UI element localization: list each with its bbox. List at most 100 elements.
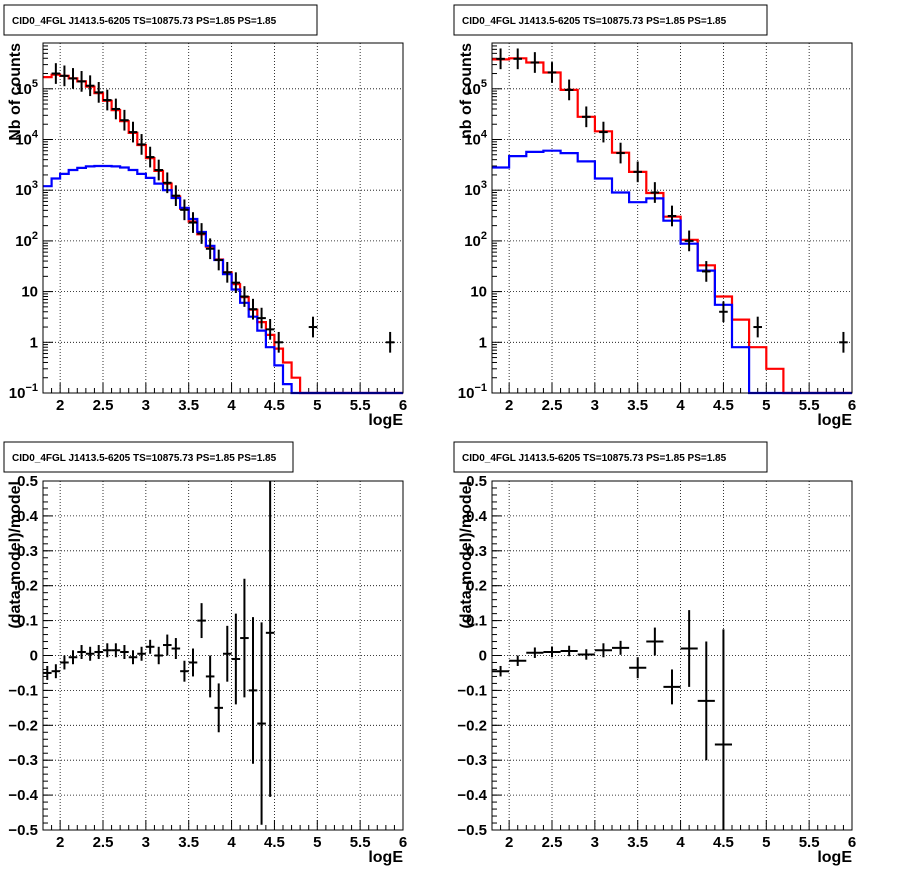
x-tick-label: 5.5 xyxy=(350,397,371,414)
y-tick-label: 103 xyxy=(15,179,38,199)
x-tick-label: 4.5 xyxy=(264,397,285,414)
data-point xyxy=(616,142,625,164)
data-point xyxy=(197,603,206,639)
y-tick-labels: 10−1 1 10 102 103 104 105 xyxy=(9,78,39,402)
data-point xyxy=(509,655,527,666)
panel-title: CID0_4FGL J1413.5-6205 TS=10875.73 PS=1.… xyxy=(462,16,727,27)
data-point xyxy=(154,159,163,181)
panel-title: CID0_4FGL J1413.5-6205 TS=10875.73 PS=1.… xyxy=(462,453,727,464)
title-box xyxy=(453,4,768,36)
y-tick-label: 105 xyxy=(464,78,487,98)
model-source-step-blue xyxy=(492,149,852,395)
data-point xyxy=(120,645,129,659)
x-tick-label: 3 xyxy=(591,397,599,414)
x-tick-label: 5 xyxy=(762,397,770,414)
plot-frame xyxy=(42,42,404,394)
y-tick-label: 0.2 xyxy=(466,578,487,595)
data-point xyxy=(128,650,138,665)
data-point xyxy=(180,199,189,221)
x-tick-label: 2 xyxy=(505,397,513,414)
x-tick-label: 4 xyxy=(227,834,236,851)
data-point xyxy=(223,625,232,682)
series-layer xyxy=(43,73,403,395)
data-points xyxy=(51,63,395,353)
x-tick-label: 5.5 xyxy=(350,834,371,851)
y-axis-label: (data-model)/model xyxy=(458,481,475,629)
data-points xyxy=(496,48,848,353)
x-tick-label: 2 xyxy=(56,834,64,851)
panel-title: CID0_4FGL J1413.5-6205 TS=10875.73 PS=1.… xyxy=(12,453,277,464)
data-point xyxy=(205,238,215,260)
data-point xyxy=(223,261,232,283)
x-axis-label: logE xyxy=(368,849,403,866)
data-point xyxy=(257,307,266,329)
data-point xyxy=(684,230,694,252)
x-tick-label: 5 xyxy=(762,834,770,851)
data-point xyxy=(145,146,155,168)
y-tick-label: 0.4 xyxy=(17,508,39,525)
x-tick-labels: 2 2.5 3 3.5 4 4.5 5 5.5 6 xyxy=(56,834,407,851)
data-point xyxy=(154,646,163,665)
x-tick-label: 4 xyxy=(676,834,685,851)
data-point xyxy=(663,669,681,705)
y-tick-labels: −0.5 −0.4 −0.3 −0.2 −0.1 0 0.1 0.2 0.3 0.4 0.5 xyxy=(457,473,487,839)
data-point xyxy=(702,261,711,282)
x-tick-label: 3.5 xyxy=(178,397,199,414)
x-tick-label: 5.5 xyxy=(799,397,820,414)
data-point xyxy=(171,185,181,207)
data-point xyxy=(188,212,198,233)
grid-lines xyxy=(43,43,404,394)
x-tick-label: 6 xyxy=(399,397,407,414)
data-point xyxy=(560,645,578,657)
y-tick-label: 10−1 xyxy=(9,382,38,402)
residual-panel-right: CID0_4FGL J1413.5-6205 TS=10875.73 PS=1.… xyxy=(453,441,856,866)
data-point xyxy=(43,665,52,680)
data-point xyxy=(77,71,86,92)
y-tick-label: 0.1 xyxy=(17,613,38,630)
x-tick-label: 5 xyxy=(313,834,321,851)
data-point xyxy=(103,89,112,111)
y-tick-label: −0.3 xyxy=(457,752,487,769)
data-point xyxy=(753,316,762,338)
data-point xyxy=(582,106,591,128)
y-tick-label: 103 xyxy=(464,179,487,199)
data-point xyxy=(680,610,698,687)
data-point xyxy=(111,643,121,658)
x-tick-label: 4.5 xyxy=(713,397,734,414)
x-axis-label: logE xyxy=(817,849,852,866)
data-point xyxy=(385,331,395,353)
y-tick-label: −0.1 xyxy=(8,682,38,699)
grid-lines xyxy=(43,480,404,831)
x-tick-label: 2 xyxy=(56,397,64,414)
data-point xyxy=(197,223,206,244)
x-tick-label: 4.5 xyxy=(713,834,734,851)
data-point xyxy=(650,182,660,203)
y-tick-labels: 10−1 1 10 102 103 104 105 xyxy=(458,78,488,402)
plot-frame xyxy=(491,480,853,831)
y-tick-label: −0.2 xyxy=(8,717,38,734)
data-point xyxy=(205,655,215,698)
data-point xyxy=(526,647,544,658)
data-point xyxy=(51,63,61,84)
x-tick-label: 2.5 xyxy=(542,397,563,414)
data-point xyxy=(248,298,258,320)
data-point xyxy=(308,316,318,338)
residual-panel-left: CID0_4FGL J1413.5-6205 TS=10875.73 PS=1.… xyxy=(3,441,407,866)
y-tick-label: 0.3 xyxy=(17,543,38,560)
data-point xyxy=(543,646,561,658)
data-point xyxy=(214,249,223,271)
grid-lines xyxy=(492,43,853,394)
y-tick-label: 0.2 xyxy=(17,578,38,595)
grid-lines xyxy=(492,480,853,831)
data-point xyxy=(248,617,258,764)
data-point xyxy=(94,645,103,659)
y-tick-label: 0.4 xyxy=(466,508,488,525)
data-point xyxy=(629,657,647,679)
x-axis-label: logE xyxy=(817,412,852,429)
model-source-step-blue xyxy=(43,164,403,395)
y-tick-label: −0.1 xyxy=(457,682,487,699)
data-point xyxy=(530,52,540,73)
title-box xyxy=(453,441,768,473)
data-point xyxy=(85,75,95,97)
x-tick-label: 2.5 xyxy=(542,834,563,851)
